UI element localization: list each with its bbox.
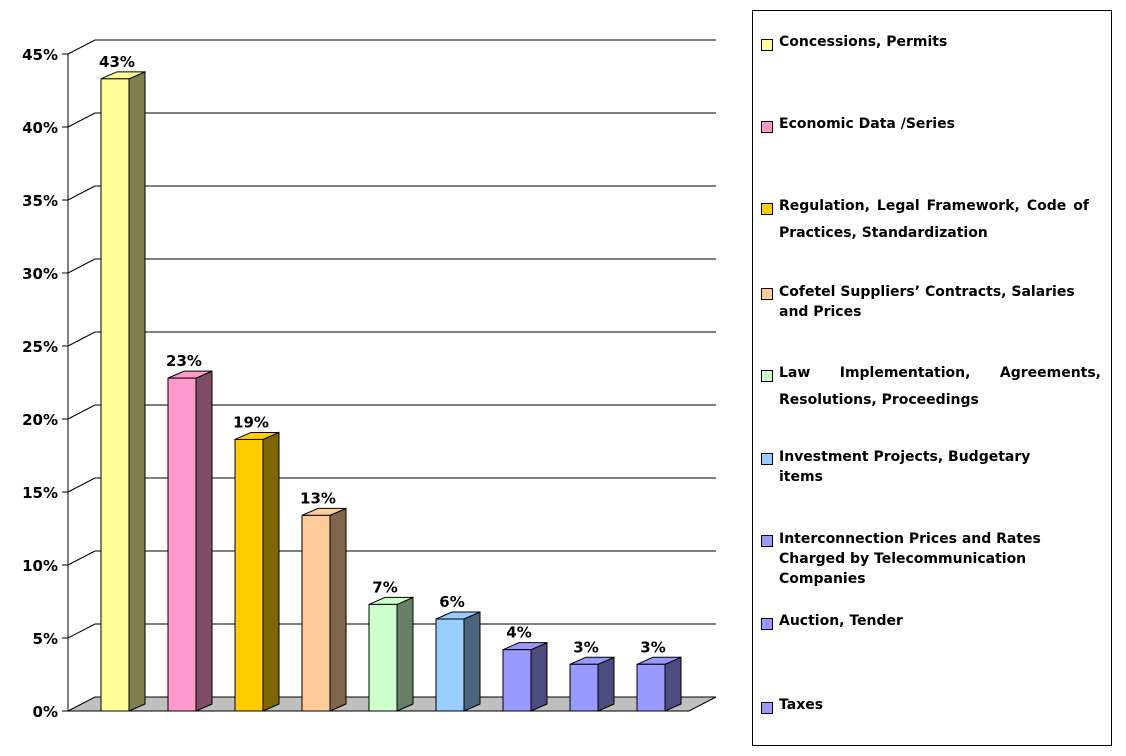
y-tick-label: 20% <box>22 411 58 429</box>
bar <box>636 656 682 712</box>
grid-line-side <box>67 550 96 566</box>
legend-swatch <box>761 39 773 51</box>
y-tick-label: 45% <box>22 46 58 64</box>
bars <box>100 71 682 712</box>
bar-side <box>329 507 347 712</box>
bar <box>569 656 615 712</box>
grid-line-side <box>67 404 96 420</box>
grid-line-side <box>67 477 96 493</box>
legend-item: Interconnection Prices and Rates Charged… <box>761 531 1101 589</box>
bar-front <box>301 514 331 712</box>
bar <box>100 71 146 712</box>
data-label: 13% <box>300 489 336 507</box>
bar-side <box>195 370 213 712</box>
legend-label: Cofetel Suppliers’ Contracts, Salaries a… <box>779 284 1075 320</box>
bar-side <box>128 71 146 712</box>
legend-item: Cofetel Suppliers’ Contracts, Salaries a… <box>761 284 1101 322</box>
legend-swatch <box>761 618 773 630</box>
bar-front <box>502 649 532 712</box>
legend-label: Law Implementation, Agreements, Resoluti… <box>779 365 1101 408</box>
y-tick-label: 15% <box>22 484 58 502</box>
data-label: 6% <box>439 593 464 611</box>
legend-label: Interconnection Prices and Rates Charged… <box>779 531 1041 587</box>
legend-item: Law Implementation, Agreements, Resoluti… <box>761 365 1101 414</box>
bar <box>368 596 414 712</box>
data-label: 3% <box>640 638 665 656</box>
grid-line-side <box>67 112 96 128</box>
y-axis: 0% 5% 10% 15% 20% 25% 30% 35% 40% 45% <box>22 46 68 721</box>
grid-line-side <box>67 623 96 639</box>
y-tick-label: 40% <box>22 119 58 137</box>
legend: Concessions, Permits Economic Data /Seri… <box>752 10 1112 746</box>
data-label: 7% <box>372 578 397 596</box>
bar <box>167 370 213 712</box>
bar-side <box>262 431 280 712</box>
bar-chart: 0% 5% 10% 15% 20% 25% 30% 35% 40% 45% 43% 23% 19% 13… <box>22 39 717 721</box>
bar <box>435 611 481 712</box>
data-label: 3% <box>573 638 598 656</box>
data-label: 43% <box>99 53 135 71</box>
legend-swatch <box>761 453 773 465</box>
grid-lines <box>67 39 716 639</box>
legend-item: Investment Projects, Budgetary items <box>761 449 1101 487</box>
bar <box>301 507 347 712</box>
legend-label: Investment Projects, Budgetary items <box>779 449 1031 485</box>
y-tick-label: 10% <box>22 557 58 575</box>
bar-front <box>435 618 465 712</box>
legend-swatch <box>761 702 773 714</box>
y-tick-label: 30% <box>22 265 58 283</box>
bar-front <box>636 663 666 712</box>
bar-side <box>530 641 548 712</box>
legend-label: Concessions, Permits <box>779 34 948 50</box>
legend-swatch <box>761 535 773 547</box>
legend-swatch <box>761 370 773 382</box>
y-tick-label: 0% <box>33 703 58 721</box>
legend-label: Economic Data /Series <box>779 116 955 132</box>
bar-side <box>597 656 615 712</box>
bar <box>502 641 548 712</box>
legend-item: Regulation, Legal Framework, Code of Pra… <box>761 198 1101 247</box>
legend-swatch <box>761 288 773 300</box>
bar-front <box>368 603 398 712</box>
grid-line-side <box>67 331 96 347</box>
bar <box>234 431 280 712</box>
y-tick-label: 25% <box>22 338 58 356</box>
legend-item: Concessions, Permits <box>761 34 1101 56</box>
bar-side <box>463 611 481 712</box>
data-label: 23% <box>166 352 202 370</box>
legend-label: Auction, Tender <box>779 613 903 629</box>
grid-line-side <box>67 39 96 55</box>
legend-swatch <box>761 203 773 215</box>
y-tick-label: 5% <box>33 630 58 648</box>
grid-line-side <box>67 185 96 201</box>
data-label: 19% <box>233 413 269 431</box>
legend-label: Regulation, Legal Framework, Code of Pra… <box>779 198 1089 241</box>
bar-front <box>569 663 599 712</box>
bar-side <box>664 656 682 712</box>
legend-swatch <box>761 121 773 133</box>
data-label: 4% <box>506 624 531 642</box>
legend-item: Taxes <box>761 697 1101 719</box>
legend-item: Economic Data /Series <box>761 116 1101 138</box>
bar-front <box>100 78 130 712</box>
bar-side <box>396 596 414 712</box>
data-labels: 43% 23% 19% 13% 7% 6% 4% 3% 3% <box>99 53 666 656</box>
legend-item: Auction, Tender <box>761 613 1101 635</box>
bar-front <box>167 377 197 712</box>
legend-label: Taxes <box>779 697 824 713</box>
bar-front <box>234 438 264 712</box>
y-tick-label: 35% <box>22 192 58 210</box>
grid-line-side <box>67 258 96 274</box>
